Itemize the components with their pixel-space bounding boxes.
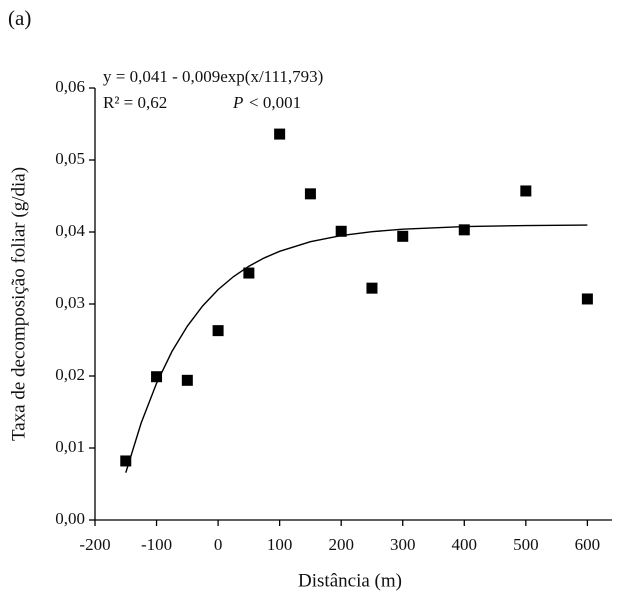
y-tick-label: 0,01 (55, 437, 85, 456)
data-point (366, 282, 378, 294)
r-squared: R² = 0,62 (103, 93, 167, 112)
fit-curve (125, 224, 588, 473)
y-tick-label: 0,02 (55, 365, 85, 384)
y-tick-label: 0,04 (55, 221, 85, 240)
y-tick-label: 0,06 (55, 77, 85, 96)
data-point (274, 128, 286, 140)
y-tick-label: 0,03 (55, 293, 85, 312)
x-tick-label: 500 (513, 535, 539, 554)
y-tick-label: 0,05 (55, 149, 85, 168)
data-point (335, 225, 347, 237)
y-axis-label: Taxa de decomposição foliar (g/dia) (8, 167, 29, 441)
x-tick-label: 0 (214, 535, 223, 554)
x-tick-label: 100 (267, 535, 293, 554)
x-tick-label: 400 (452, 535, 478, 554)
x-tick-label: -100 (141, 535, 172, 554)
x-tick-label: 300 (390, 535, 416, 554)
panel-label: (a) (8, 6, 31, 30)
data-point (181, 374, 193, 386)
data-point (243, 267, 255, 279)
data-point (397, 230, 409, 242)
p-value: < 0,001 (249, 93, 301, 112)
data-point (120, 455, 132, 467)
equation: y = 0,041 - 0,009exp(x/111,793) (103, 67, 323, 86)
data-point (458, 224, 470, 236)
x-tick-label: -200 (79, 535, 110, 554)
data-point (581, 293, 593, 305)
data-point (212, 325, 224, 337)
data-point (304, 188, 316, 200)
x-axis-label: Distância (m) (298, 570, 402, 591)
y-tick-label: 0,00 (55, 509, 85, 528)
data-point (520, 185, 532, 197)
p-symbol: P (232, 93, 243, 112)
x-tick-label: 200 (328, 535, 354, 554)
x-tick-label: 600 (575, 535, 601, 554)
data-point (151, 371, 163, 383)
